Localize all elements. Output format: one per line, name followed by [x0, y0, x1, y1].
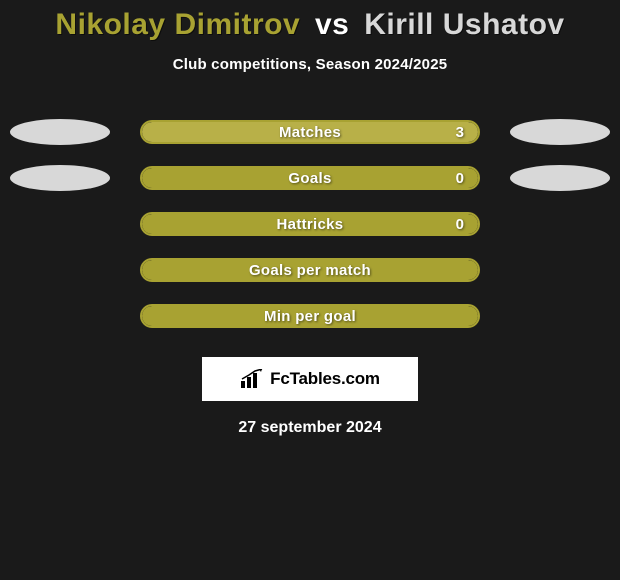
stat-bar: Min per goal: [140, 304, 480, 328]
subtitle: Club competitions, Season 2024/2025: [0, 56, 620, 73]
stat-label: Min per goal: [142, 306, 478, 326]
player1-oval: [10, 119, 110, 145]
logo: FcTables.com: [240, 369, 380, 389]
player1-name: Nikolay Dimitrov: [55, 8, 300, 41]
stat-value: 0: [456, 214, 464, 234]
player2-name: Kirill Ushatov: [364, 8, 564, 41]
stat-bar: Goals0: [140, 166, 480, 190]
stat-bar: Goals per match: [140, 258, 480, 282]
stat-rows: Matches3Goals0Hattricks0Goals per matchM…: [0, 109, 620, 339]
stat-label: Goals: [142, 168, 478, 188]
stat-label: Hattricks: [142, 214, 478, 234]
page-title: Nikolay Dimitrov vs Kirill Ushatov: [0, 8, 620, 42]
chart-icon: [240, 369, 264, 389]
logo-text: FcTables.com: [270, 369, 380, 389]
stat-row: Matches3: [0, 109, 620, 155]
player2-oval: [510, 165, 610, 191]
stat-row: Goals per match: [0, 247, 620, 293]
infographic-container: Nikolay Dimitrov vs Kirill Ushatov Club …: [0, 0, 620, 580]
vs-label: vs: [315, 8, 349, 41]
stat-row: Hattricks0: [0, 201, 620, 247]
stat-label: Matches: [142, 122, 478, 142]
stat-value: 3: [456, 122, 464, 142]
stat-value: 0: [456, 168, 464, 188]
date-label: 27 september 2024: [0, 419, 620, 437]
stat-row: Min per goal: [0, 293, 620, 339]
stat-label: Goals per match: [142, 260, 478, 280]
stat-row: Goals0: [0, 155, 620, 201]
stat-bar: Hattricks0: [140, 212, 480, 236]
player1-oval: [10, 165, 110, 191]
player2-oval: [510, 119, 610, 145]
logo-box: FcTables.com: [202, 357, 418, 401]
stat-bar: Matches3: [140, 120, 480, 144]
